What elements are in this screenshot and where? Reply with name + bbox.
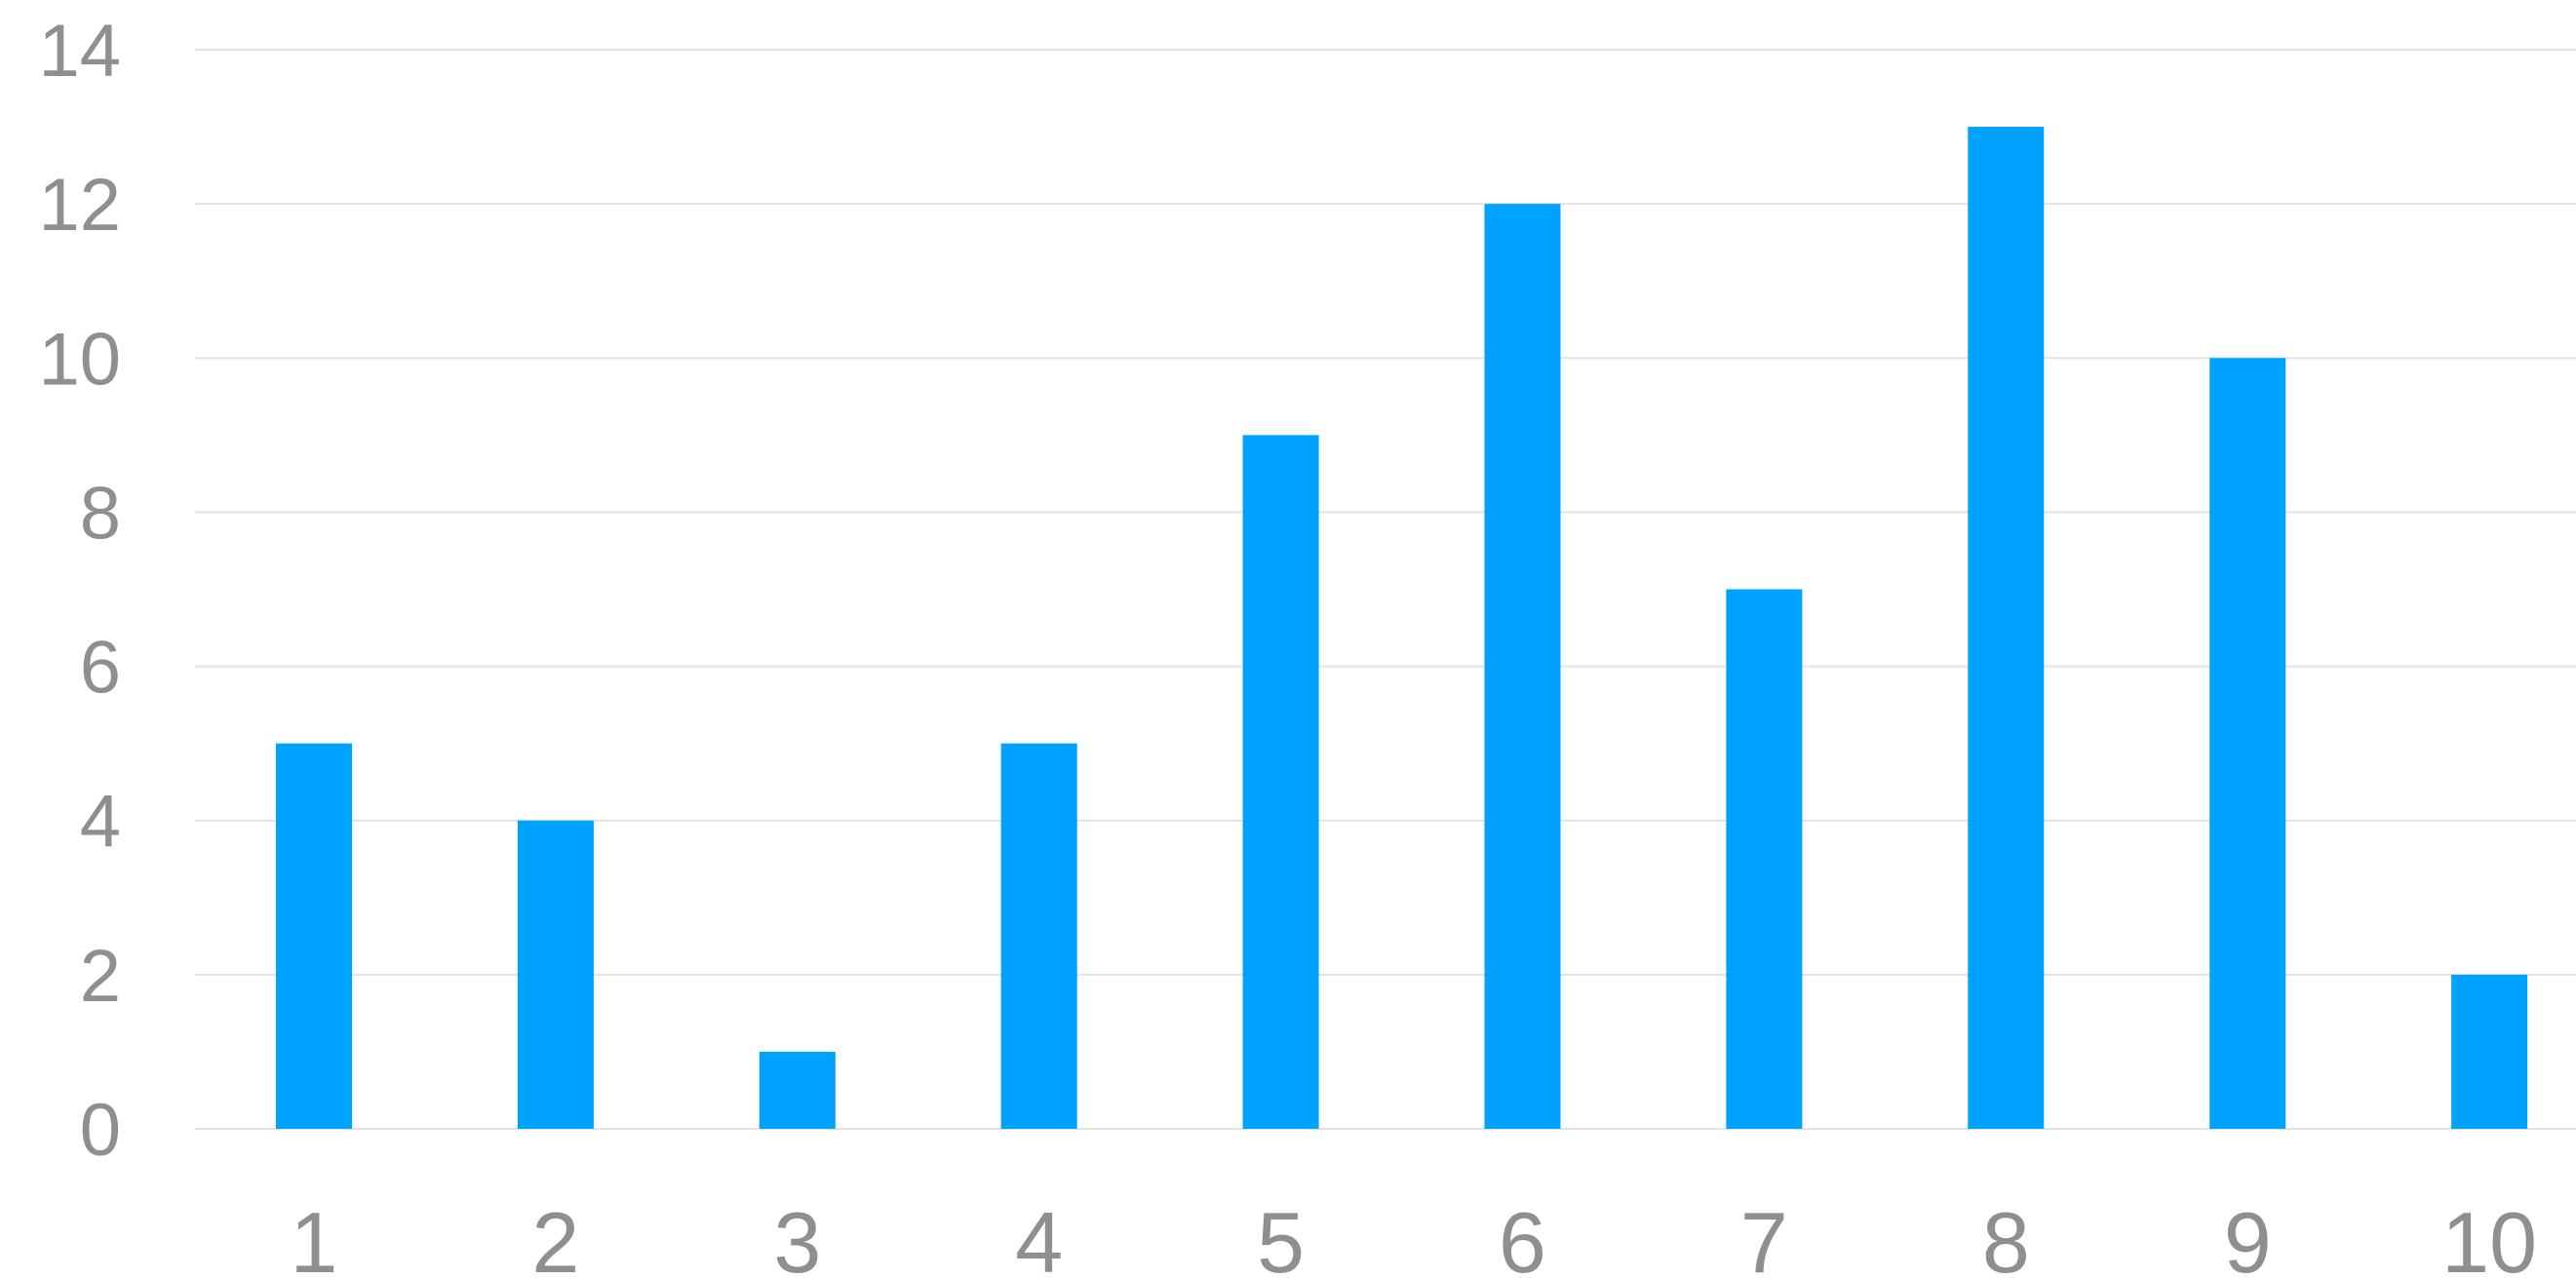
bar-7 — [1726, 589, 1803, 1129]
bar-6 — [1484, 204, 1561, 1130]
bar-1 — [276, 743, 352, 1129]
y-tick-label: 2 — [80, 935, 121, 1018]
x-tick-label: 2 — [531, 1194, 579, 1278]
x-tick-label: 4 — [1015, 1194, 1063, 1278]
bar-9 — [2209, 358, 2286, 1129]
y-tick-label: 8 — [80, 472, 121, 555]
x-tick-label: 3 — [773, 1194, 821, 1278]
bar-5 — [1242, 435, 1319, 1129]
y-tick-label: 12 — [38, 164, 121, 247]
y-tick-label: 14 — [38, 10, 121, 93]
bars — [276, 127, 2528, 1130]
bar-4 — [1000, 743, 1077, 1129]
bar-3 — [759, 1051, 836, 1129]
y-tick-label: 6 — [80, 627, 121, 710]
x-tick-label: 6 — [1499, 1194, 1546, 1278]
y-tick-label: 10 — [38, 318, 121, 401]
x-tick-label: 7 — [1740, 1194, 1788, 1278]
bar-2 — [517, 820, 594, 1129]
x-tick-label: 5 — [1257, 1194, 1305, 1278]
y-tick-label: 0 — [80, 1089, 121, 1172]
x-tick-label: 8 — [1982, 1194, 2030, 1278]
y-tick-label: 4 — [80, 781, 121, 864]
x-tick-label: 10 — [2441, 1194, 2537, 1278]
y-axis-ticks: 0 2 4 6 8 10 12 14 — [38, 10, 121, 1172]
x-tick-label: 9 — [2224, 1194, 2272, 1278]
x-tick-label: 1 — [291, 1194, 338, 1278]
bar-8 — [1968, 127, 2045, 1130]
x-axis-ticks: 1 2 3 4 5 6 7 8 9 10 — [291, 1194, 2538, 1278]
bar-10 — [2451, 974, 2528, 1129]
